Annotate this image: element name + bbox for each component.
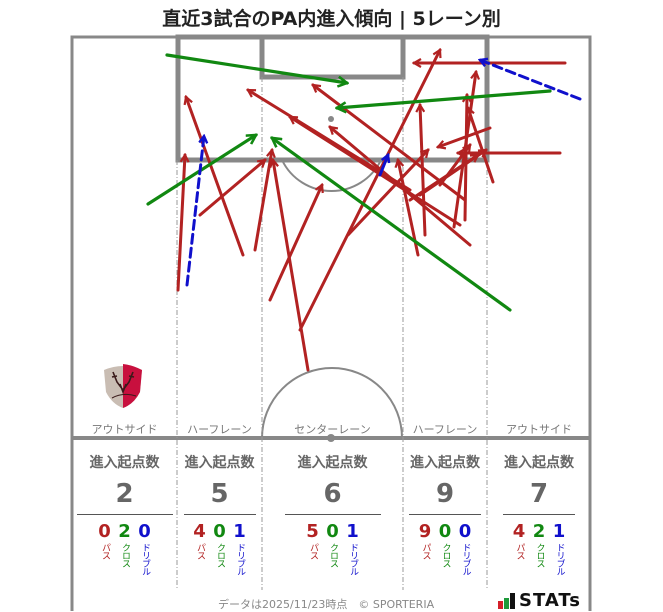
lane-dividers — [176, 77, 488, 590]
cross-label: クロス — [440, 543, 451, 567]
dribble-arrows — [185, 60, 582, 287]
center-circle — [261, 367, 403, 439]
pass-count: 4 — [193, 521, 206, 542]
cross-count: 0 — [438, 521, 452, 542]
lane-label-center: センターレーン — [294, 423, 371, 436]
divider — [284, 514, 381, 515]
stats-logo-text: STATs — [519, 590, 581, 611]
dribble-label: ドリブル — [235, 543, 245, 575]
pitch-lines — [70, 34, 592, 611]
lane-stats-center: 進入起点数 6 5 パス 0 クロス 1 ドリブル — [262, 452, 403, 575]
pass-label: パス — [100, 543, 110, 559]
stat-total: 2 — [115, 479, 134, 509]
dribble-count: 0 — [458, 521, 472, 542]
stat-total: 6 — [323, 479, 342, 509]
lane-label-right-halfspace: ハーフレーン — [412, 423, 478, 436]
stat-header: 進入起点数 — [184, 455, 255, 471]
dribble-count: 0 — [138, 521, 151, 542]
cross-label: クロス — [534, 543, 545, 567]
lane-stats-right-outside: 進入起点数 7 4 パス 2 クロス 1 ドリブル — [487, 452, 591, 575]
team-crest-icon — [104, 364, 142, 408]
dribble-label: ドリブル — [140, 543, 150, 575]
stats-logo: STATs — [498, 590, 581, 611]
dribble-label: ドリブル — [460, 543, 471, 575]
cross-count: 0 — [326, 521, 339, 542]
stat-header: 進入起点数 — [297, 455, 368, 471]
lane-stats-right-halfspace: 進入起点数 9 9 パス 0 クロス 0 ドリブル — [403, 452, 487, 575]
cross-count: 2 — [532, 521, 546, 542]
pass-label: パス — [308, 543, 318, 559]
pass-count: 4 — [512, 521, 526, 542]
cross-label: クロス — [328, 543, 338, 567]
lane-label-right-outside: アウトサイド — [506, 423, 572, 436]
lane-stats-left-outside: 進入起点数 2 0 パス 2 クロス 0 ドリブル — [72, 452, 177, 575]
dribble-count: 1 — [233, 521, 246, 542]
divider — [409, 514, 481, 515]
chart-title: 直近3試合のPA内進入傾向 | 5レーン別 — [162, 8, 501, 30]
cross-label: クロス — [120, 543, 130, 567]
pass-count: 0 — [98, 521, 111, 542]
cross-arrows — [146, 53, 552, 312]
stat-total: 5 — [210, 479, 229, 509]
divider — [503, 514, 575, 515]
stats-logo-icon — [498, 592, 515, 609]
pass-count: 9 — [418, 521, 432, 542]
penalty-spot — [328, 116, 334, 122]
pass-label: パス — [514, 543, 525, 559]
stat-total: 9 — [435, 479, 455, 509]
dribble-label: ドリブル — [554, 543, 565, 575]
dribble-count: 1 — [346, 521, 359, 542]
stat-header: 進入起点数 — [504, 455, 574, 471]
dribble-count: 1 — [552, 521, 566, 542]
center-spot — [327, 434, 335, 442]
penalty-arc — [281, 159, 382, 193]
divider — [183, 514, 256, 515]
dribble-label: ドリブル — [348, 543, 358, 575]
lane-stats-left-halfspace: 進入起点数 5 4 パス 0 クロス 1 ドリブル — [177, 452, 262, 575]
divider — [76, 514, 173, 515]
stat-header: 進入起点数 — [410, 455, 480, 471]
pass-label: パス — [420, 543, 431, 559]
pass-count: 5 — [306, 521, 319, 542]
stat-total: 7 — [529, 479, 549, 509]
data-source-note: データは2025/11/23時点 © SPORTERIA — [218, 598, 435, 611]
cross-count: 0 — [213, 521, 226, 542]
cross-count: 2 — [118, 521, 131, 542]
lane-label-left-halfspace: ハーフレーン — [187, 423, 252, 436]
cross-label: クロス — [215, 543, 225, 567]
pass-arrows — [176, 50, 567, 372]
lane-label-left-outside: アウトサイド — [91, 423, 158, 436]
stat-header: 進入起点数 — [89, 455, 160, 471]
pass-label: パス — [195, 543, 205, 559]
goal-area — [259, 34, 406, 80]
